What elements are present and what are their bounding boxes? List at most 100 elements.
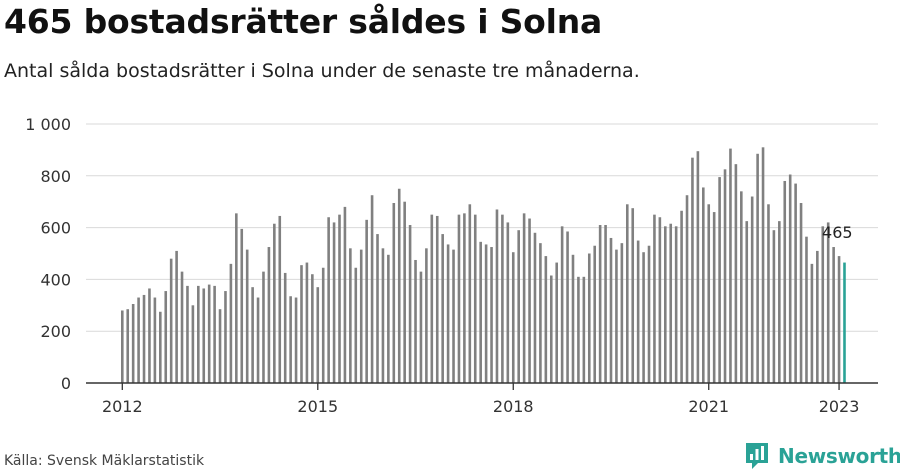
bar (435, 215, 439, 383)
bar (202, 288, 206, 383)
newsworthy-logo: Newsworthy (744, 440, 900, 472)
bar (674, 226, 678, 383)
bar (332, 222, 336, 383)
bar (718, 177, 721, 383)
y-tick-label: 200 (40, 322, 71, 341)
x-tick-label: 2021 (688, 397, 729, 416)
bar (778, 221, 781, 384)
bar (615, 249, 618, 383)
newsworthy-logo-icon (746, 443, 768, 469)
bar (805, 236, 808, 383)
bar (539, 243, 542, 383)
bar (783, 180, 787, 383)
bar (300, 265, 303, 383)
bar (321, 267, 325, 383)
bar (213, 285, 216, 384)
bar (653, 214, 656, 383)
bar (707, 204, 711, 383)
bar (664, 226, 667, 383)
bar (506, 222, 510, 383)
bar (126, 309, 130, 383)
y-tick-label: 0 (61, 374, 71, 393)
bar (235, 213, 238, 383)
bar (468, 204, 472, 383)
last-value-label: 465 (822, 223, 853, 242)
bar (723, 169, 727, 383)
bar (501, 214, 504, 383)
bar (522, 213, 526, 383)
bar (772, 230, 776, 383)
bar (294, 297, 298, 383)
bar (761, 147, 765, 383)
bar (625, 204, 629, 383)
bar (370, 195, 374, 383)
bar (750, 196, 754, 383)
bar (555, 262, 558, 383)
bar (240, 228, 244, 383)
bar (560, 226, 564, 383)
bar (734, 164, 738, 383)
bar (392, 203, 396, 383)
bar (680, 210, 683, 383)
bar (425, 248, 428, 383)
source-note: Källa: Svensk Mäklarstatistik (4, 453, 205, 469)
bar (381, 248, 385, 383)
bar (164, 291, 168, 383)
bar (452, 249, 455, 383)
bar (142, 294, 146, 383)
bar (832, 247, 835, 383)
bar (153, 297, 157, 383)
bar (159, 311, 162, 383)
bar (544, 256, 548, 383)
bar (463, 213, 466, 383)
bar (647, 245, 651, 383)
y-tick-label: 600 (40, 219, 71, 238)
x-tick-label: 2015 (297, 397, 338, 416)
bar (224, 291, 227, 383)
bar (799, 203, 803, 383)
bar (397, 188, 401, 383)
bar (490, 247, 493, 383)
bar (267, 247, 271, 383)
bar (311, 274, 314, 383)
bar (408, 225, 412, 383)
chart-title: 465 bostadsrätter såldes i Solna (4, 2, 603, 41)
bar (810, 263, 814, 383)
bar (169, 258, 173, 383)
bar (305, 262, 309, 383)
bar (354, 267, 358, 383)
bars (121, 147, 846, 384)
bar (278, 215, 282, 383)
x-tick-label: 2012 (102, 397, 143, 416)
bar (414, 259, 417, 383)
bar (473, 214, 477, 383)
bar (740, 191, 743, 383)
bar (343, 206, 347, 383)
bar (794, 183, 797, 383)
x-tick-label: 2018 (493, 397, 534, 416)
bar (283, 272, 287, 383)
bar (571, 254, 575, 383)
bar (517, 230, 520, 383)
bar (349, 248, 352, 383)
bar (430, 214, 434, 383)
bar (587, 253, 591, 383)
bar (691, 157, 694, 383)
bar (419, 271, 423, 383)
bar (826, 222, 830, 383)
bar (821, 226, 825, 383)
bar (197, 285, 200, 384)
x-tick-label: 2023 (819, 397, 860, 416)
bar (365, 219, 368, 383)
bar (207, 284, 211, 383)
bar (582, 276, 586, 383)
bar (642, 252, 645, 383)
bar (148, 288, 151, 383)
y-axis-tick-labels: 0 200 400 600 800 1 000 (25, 115, 71, 393)
bar (229, 263, 233, 383)
logo-text: Newsworthy (778, 444, 900, 468)
y-tick-label: 400 (40, 270, 71, 289)
bar (262, 271, 265, 383)
bar (528, 218, 531, 383)
